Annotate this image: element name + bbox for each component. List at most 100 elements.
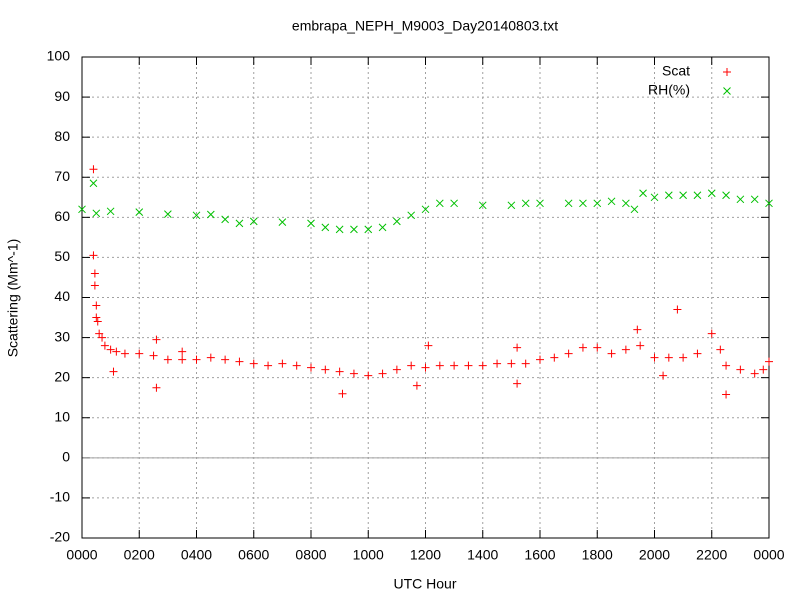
x-tick-label: 2000	[639, 547, 670, 563]
data-point	[393, 217, 401, 226]
legend-label: Scat	[662, 63, 690, 79]
data-point	[106, 207, 115, 216]
y-tick-label: 70	[54, 168, 70, 184]
data-point	[578, 343, 587, 352]
y-axis-label: Scattering (Mm^-1)	[5, 239, 21, 358]
y-tick-label: 60	[54, 208, 70, 224]
data-point	[435, 199, 444, 208]
data-point	[736, 365, 745, 374]
data-point	[464, 361, 473, 370]
data-point	[89, 165, 98, 174]
data-point	[550, 353, 559, 362]
data-point	[633, 325, 642, 334]
data-point	[221, 215, 229, 224]
data-point	[478, 361, 487, 370]
data-point	[579, 199, 587, 208]
data-point	[307, 219, 315, 228]
data-point	[693, 191, 702, 200]
data-point	[521, 359, 530, 368]
data-point	[536, 355, 544, 364]
data-point	[564, 349, 573, 358]
data-point	[338, 389, 347, 398]
y-tick-label: 100	[47, 48, 71, 64]
data-point	[92, 301, 101, 310]
data-point	[478, 201, 487, 210]
data-point	[621, 345, 630, 354]
data-point	[424, 341, 433, 350]
data-point	[707, 189, 716, 198]
data-point	[679, 191, 687, 200]
data-point	[221, 355, 230, 364]
data-point	[292, 361, 301, 370]
data-point	[392, 365, 401, 374]
data-point	[335, 367, 344, 376]
chart-title: embrapa_NEPH_M9003_Day20140803.txt	[292, 18, 558, 34]
data-point	[722, 191, 730, 200]
data-point	[152, 335, 161, 344]
data-point	[679, 353, 688, 362]
data-point	[364, 225, 373, 234]
data-point	[206, 353, 215, 362]
data-point	[636, 341, 645, 350]
x-tick-label: 1400	[467, 547, 498, 563]
data-point	[321, 365, 330, 374]
data-point	[249, 359, 258, 368]
data-point	[513, 343, 522, 352]
data-point	[350, 225, 358, 234]
x-tick-label: 1000	[353, 547, 384, 563]
x-tick-label: 0200	[124, 547, 155, 563]
data-point	[673, 305, 682, 314]
x-tick-label: 0600	[238, 547, 269, 563]
legend-marker	[723, 87, 731, 95]
data-point	[192, 355, 201, 364]
x-tick-label: 1600	[524, 547, 555, 563]
data-point	[421, 363, 430, 372]
data-point	[378, 223, 387, 232]
data-point	[278, 218, 287, 226]
data-point	[178, 347, 187, 356]
data-point	[178, 355, 187, 364]
data-point	[78, 205, 86, 214]
data-point	[716, 345, 725, 354]
data-point	[89, 179, 98, 188]
legend-label: RH(%)	[648, 82, 690, 98]
data-point	[349, 369, 358, 378]
x-tick-label: 1800	[582, 547, 613, 563]
data-point	[135, 349, 144, 358]
data-point	[593, 343, 602, 352]
data-point	[135, 208, 144, 216]
data-point	[164, 210, 172, 218]
x-tick-label: 0400	[181, 547, 212, 563]
data-point	[507, 359, 516, 368]
data-point	[93, 317, 102, 326]
data-point	[507, 201, 516, 210]
data-point	[450, 199, 458, 208]
data-point	[407, 361, 416, 370]
data-point	[536, 199, 544, 208]
plot-frame	[81, 56, 770, 539]
data-point	[493, 359, 502, 368]
data-point	[650, 193, 659, 202]
data-point	[149, 351, 158, 360]
data-point	[100, 341, 109, 350]
data-point	[92, 209, 101, 218]
data-point	[421, 205, 430, 214]
y-tick-label: -20	[50, 529, 70, 545]
data-point	[335, 225, 344, 234]
data-point	[264, 361, 273, 370]
data-point	[278, 359, 287, 368]
data-point	[435, 361, 444, 370]
legend-marker	[723, 68, 731, 76]
data-point	[120, 349, 129, 358]
data-point	[765, 357, 773, 366]
data-point	[693, 349, 702, 358]
data-point	[521, 199, 530, 208]
x-tick-label: 1200	[410, 547, 441, 563]
y-tick-label: 0	[62, 449, 70, 465]
data-point	[564, 199, 573, 208]
data-point	[206, 210, 215, 219]
data-point	[765, 199, 773, 208]
data-point	[630, 205, 639, 214]
data-point	[235, 357, 244, 366]
x-tick-label: 0800	[295, 547, 326, 563]
